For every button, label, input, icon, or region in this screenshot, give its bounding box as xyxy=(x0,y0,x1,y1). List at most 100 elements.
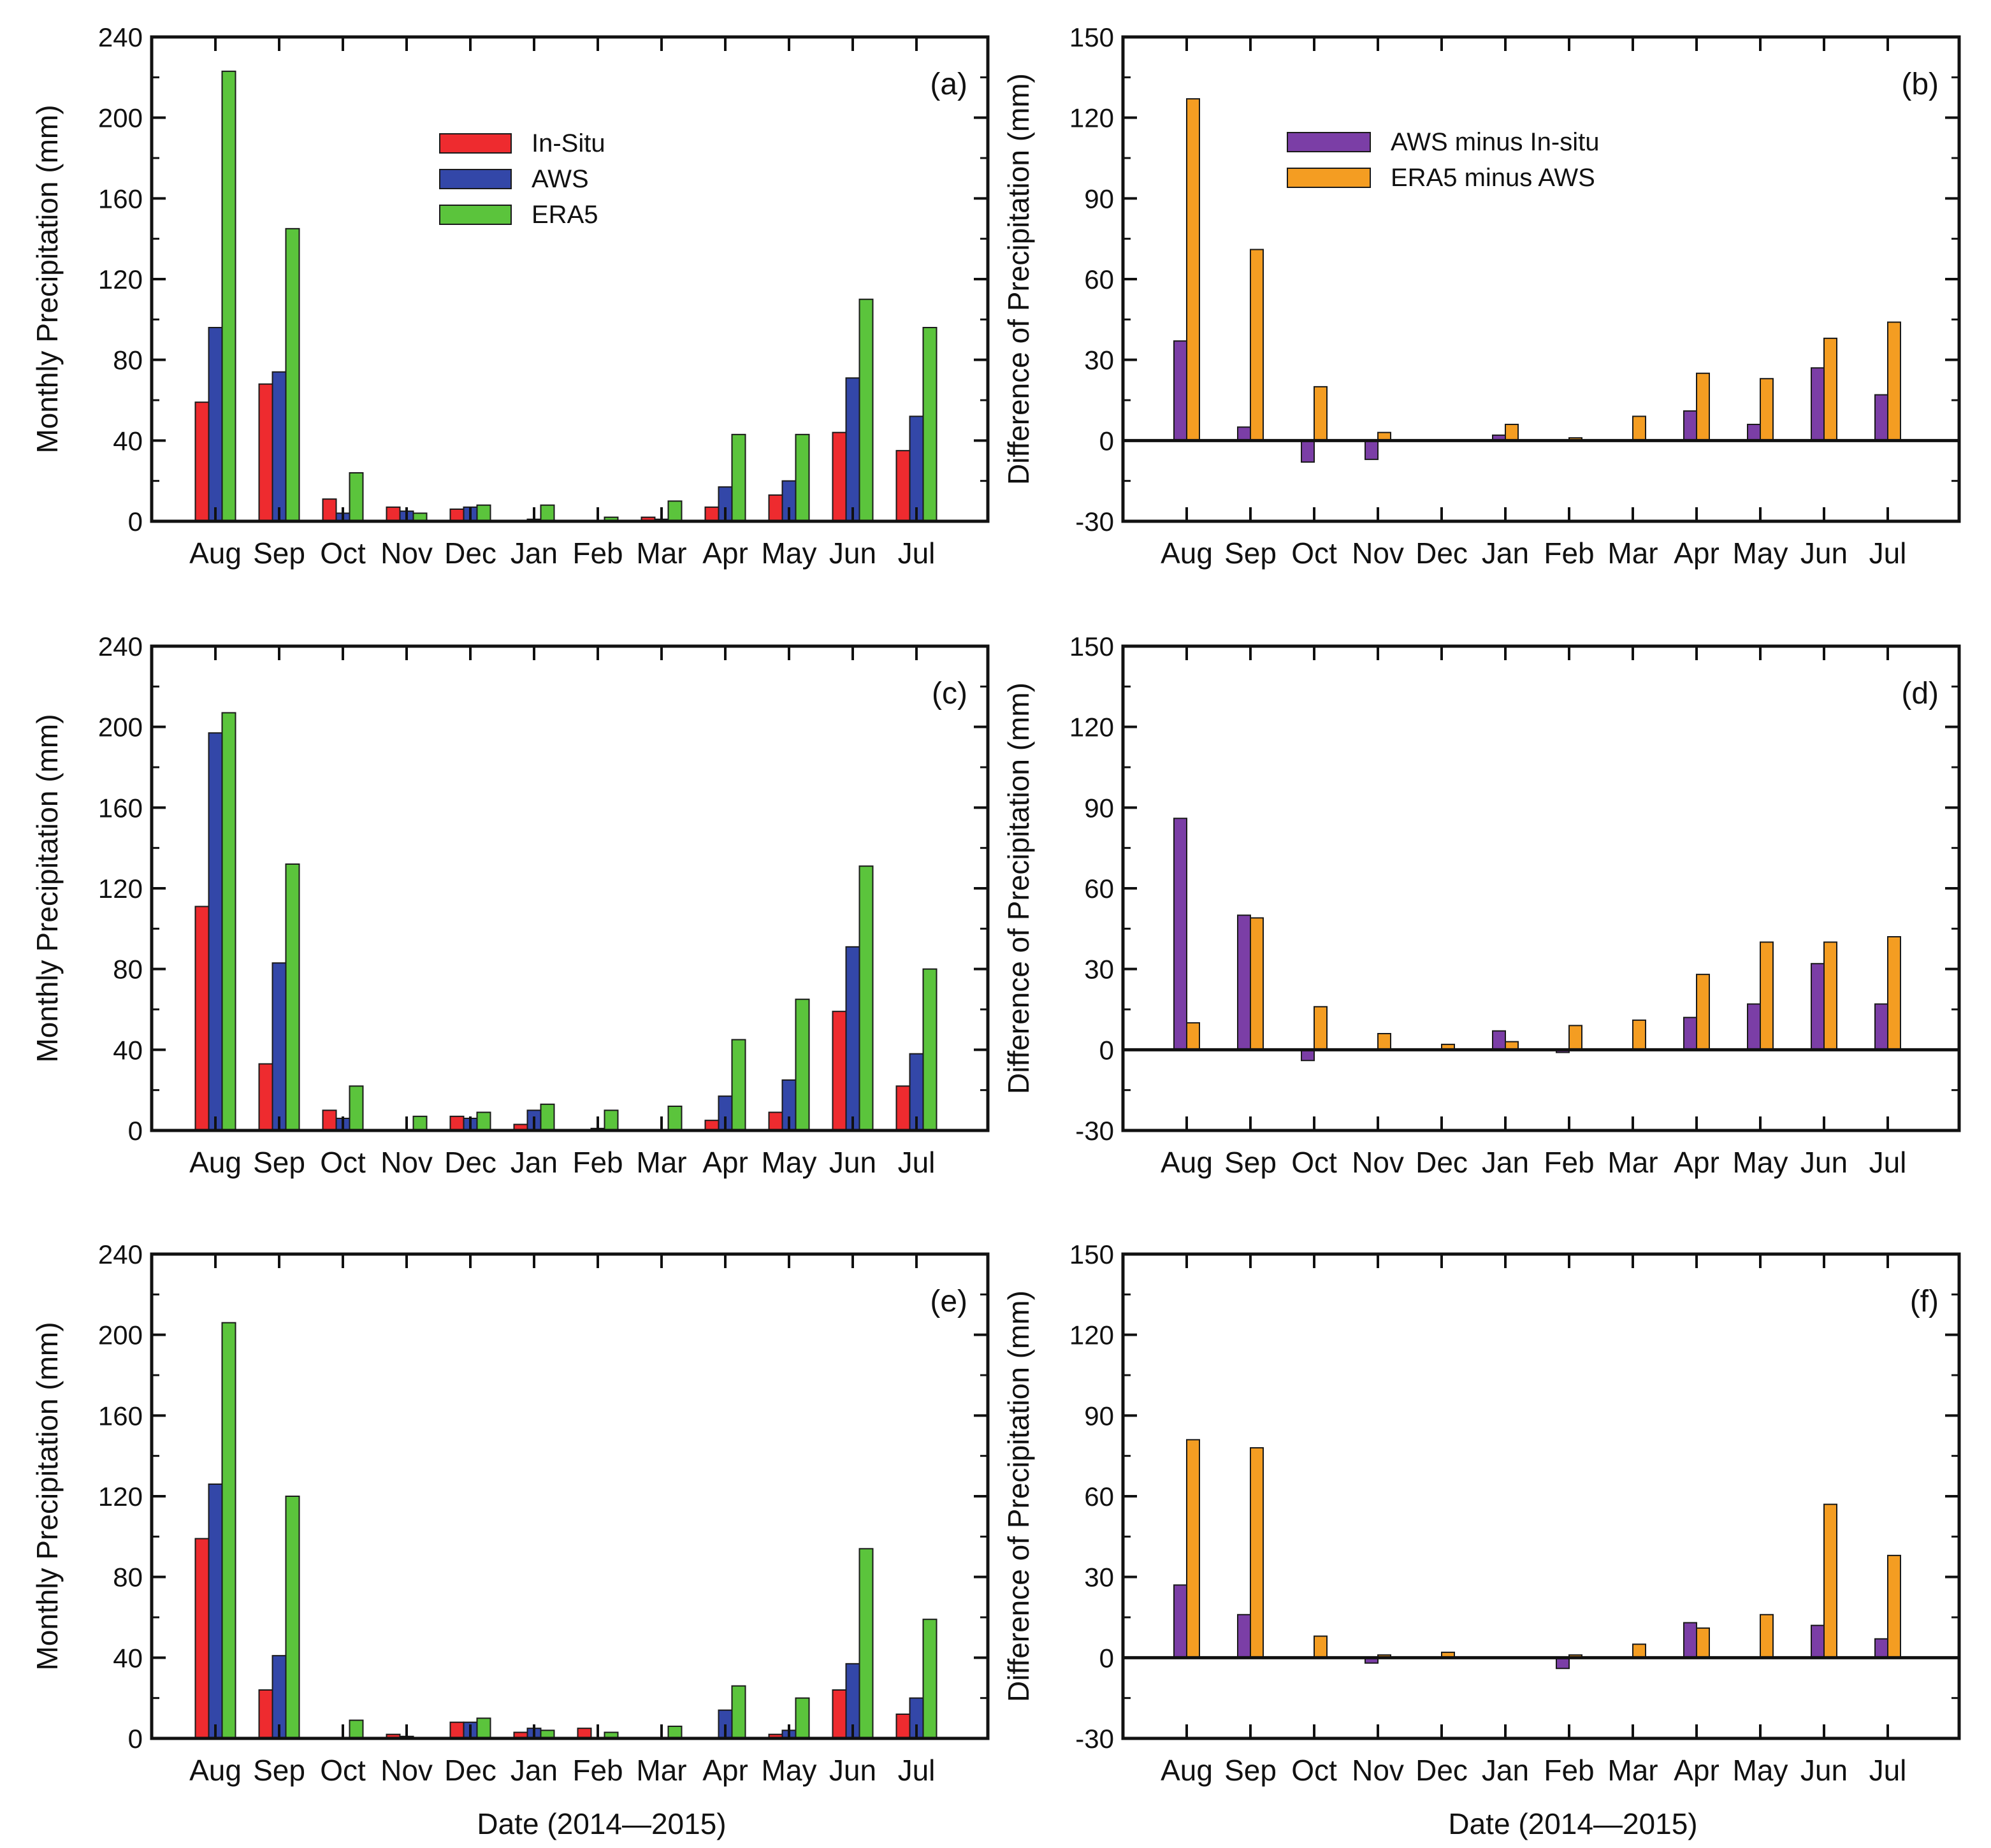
plot-frame xyxy=(1121,644,1961,1132)
bar-aws-minus-in-situ-jul xyxy=(1874,394,1888,442)
bar-in-situ-jun xyxy=(832,431,847,523)
x-tick-label-mar: Mar xyxy=(636,1754,686,1787)
y-tick-label: -30 xyxy=(1075,1724,1114,1754)
y-tick-label: 80 xyxy=(113,345,143,375)
x-tick-label-may: May xyxy=(762,537,817,570)
x-tick-label-nov: Nov xyxy=(1352,537,1404,570)
bar-era5-minus-aws-apr xyxy=(1696,1627,1710,1659)
legend-swatch-era5-minus-aws xyxy=(1287,168,1371,188)
bar-era5-minus-aws-may xyxy=(1760,941,1774,1051)
legend-swatch-era5 xyxy=(439,205,512,225)
bar-era5-aug xyxy=(221,70,236,523)
x-tick-label-jul: Jul xyxy=(898,1754,936,1787)
legend-swatch-aws-minus-in-situ xyxy=(1287,132,1371,152)
bar-era5-sep xyxy=(285,1496,300,1739)
y-axis-title: Difference of Precipitation (mm) xyxy=(1002,1290,1035,1702)
bar-in-situ-dec xyxy=(449,1115,465,1132)
y-tick-label: 240 xyxy=(98,22,143,52)
y-axis-title: Difference of Precipitation (mm) xyxy=(1002,73,1035,485)
y-tick-label: 240 xyxy=(98,1239,143,1269)
bar-era5-minus-aws-mar xyxy=(1632,415,1646,442)
bar-in-situ-sep xyxy=(258,383,273,523)
x-tick-label-may: May xyxy=(1733,1754,1788,1787)
bar-era5-may xyxy=(795,1697,810,1740)
y-tick-label: 150 xyxy=(1069,22,1114,52)
bar-era5-minus-aws-oct xyxy=(1314,1635,1328,1659)
x-tick-label-jan: Jan xyxy=(1482,1146,1529,1179)
bar-era5-minus-aws-oct xyxy=(1314,1006,1328,1051)
y-tick-label: 40 xyxy=(113,426,143,456)
y-tick-label: -30 xyxy=(1075,1116,1114,1146)
bar-era5-jun xyxy=(858,1548,874,1739)
x-tick-label-dec: Dec xyxy=(1415,537,1468,570)
x-tick-label-jun: Jun xyxy=(829,1754,876,1787)
bar-era5-minus-aws-sep xyxy=(1250,249,1264,442)
bar-era5-minus-aws-jul xyxy=(1887,321,1901,442)
y-tick-label: 160 xyxy=(98,1401,143,1431)
bar-era5-minus-aws-jul xyxy=(1887,1554,1901,1659)
y-tick-label: -30 xyxy=(1075,507,1114,537)
x-tick-label-mar: Mar xyxy=(636,1146,686,1179)
x-tick-label-jul: Jul xyxy=(898,1146,936,1179)
x-tick-label-feb: Feb xyxy=(572,537,623,570)
x-tick-label-feb: Feb xyxy=(1544,1754,1594,1787)
legend: AWS minus In-situ ERA5 minus AWS xyxy=(1287,128,1599,192)
bar-aws-minus-in-situ-sep xyxy=(1237,1613,1251,1659)
bar-aws-sep xyxy=(272,371,287,523)
bar-aws-minus-in-situ-jun xyxy=(1811,963,1825,1051)
x-tick-label-jan: Jan xyxy=(1482,537,1529,570)
x-tick-label-feb: Feb xyxy=(1544,537,1594,570)
plot-frame xyxy=(1121,35,1961,523)
y-tick-label: 120 xyxy=(98,874,143,904)
y-tick-label: 0 xyxy=(128,1724,143,1754)
x-axis-title: Date (2014—2015) xyxy=(1448,1807,1697,1840)
bar-in-situ-aug xyxy=(194,906,210,1131)
x-tick-label-nov: Nov xyxy=(380,1146,433,1179)
x-tick-label-apr: Apr xyxy=(702,537,748,570)
x-tick-label-nov: Nov xyxy=(380,537,433,570)
x-tick-label-jun: Jun xyxy=(1800,1754,1848,1787)
bar-in-situ-jun xyxy=(832,1011,847,1131)
x-tick-label-aug: Aug xyxy=(189,1754,242,1787)
x-tick-label-mar: Mar xyxy=(636,537,686,570)
bar-aws-minus-in-situ-sep xyxy=(1237,426,1251,442)
y-axis-title: Monthly Precipitation (mm) xyxy=(31,714,64,1062)
bar-era5-sep xyxy=(285,227,300,522)
legend-label-era5-minus-aws: ERA5 minus AWS xyxy=(1391,164,1595,192)
y-tick-label: 80 xyxy=(113,1563,143,1592)
plot-frame xyxy=(1121,1252,1961,1740)
bar-era5-minus-aws-jan xyxy=(1505,424,1519,442)
legend-swatch-aws xyxy=(439,169,512,189)
bar-era5-jul xyxy=(922,968,938,1131)
bar-era5-mar xyxy=(667,1106,683,1131)
x-tick-label-jan: Jan xyxy=(510,1146,558,1179)
bar-in-situ-jul xyxy=(895,450,911,523)
bar-in-situ-apr xyxy=(704,506,720,522)
panel-label: (b) xyxy=(1901,68,1939,101)
bar-era5-minus-aws-feb xyxy=(1568,1025,1582,1051)
x-tick-label-aug: Aug xyxy=(189,1146,242,1179)
bar-era5-jun xyxy=(858,865,874,1131)
x-tick-label-sep: Sep xyxy=(253,537,305,570)
y-tick-label: 160 xyxy=(98,184,143,213)
y-tick-label: 30 xyxy=(1084,345,1114,375)
x-tick-label-oct: Oct xyxy=(1291,1146,1337,1179)
x-tick-label-may: May xyxy=(762,1754,817,1787)
x-tick-label-nov: Nov xyxy=(1352,1754,1404,1787)
x-tick-label-oct: Oct xyxy=(320,1146,366,1179)
x-tick-label-sep: Sep xyxy=(253,1754,305,1787)
panel-label: (e) xyxy=(930,1285,967,1318)
panel-b: -30 0 30 60 90 120 150 Aug Sep Oct Nov Dec Jan Feb Mar… xyxy=(1002,22,1961,570)
y-tick-label: 60 xyxy=(1084,874,1114,904)
x-tick-label-oct: Oct xyxy=(320,1754,366,1787)
y-tick-label: 240 xyxy=(98,632,143,661)
bar-aws-minus-in-situ-nov xyxy=(1365,440,1379,460)
panel-d: -30 0 30 60 90 120 150 Aug Sep Oct Nov Dec Jan Feb Mar… xyxy=(1002,632,1961,1179)
bar-in-situ-may xyxy=(768,1111,783,1131)
panel-label: (c) xyxy=(932,677,967,711)
x-tick-label-jan: Jan xyxy=(1482,1754,1529,1787)
y-tick-label: 200 xyxy=(98,103,143,133)
bar-era5-minus-aws-apr xyxy=(1696,372,1710,442)
x-tick-label-nov: Nov xyxy=(380,1754,433,1787)
bar-in-situ-aug xyxy=(194,1538,210,1739)
